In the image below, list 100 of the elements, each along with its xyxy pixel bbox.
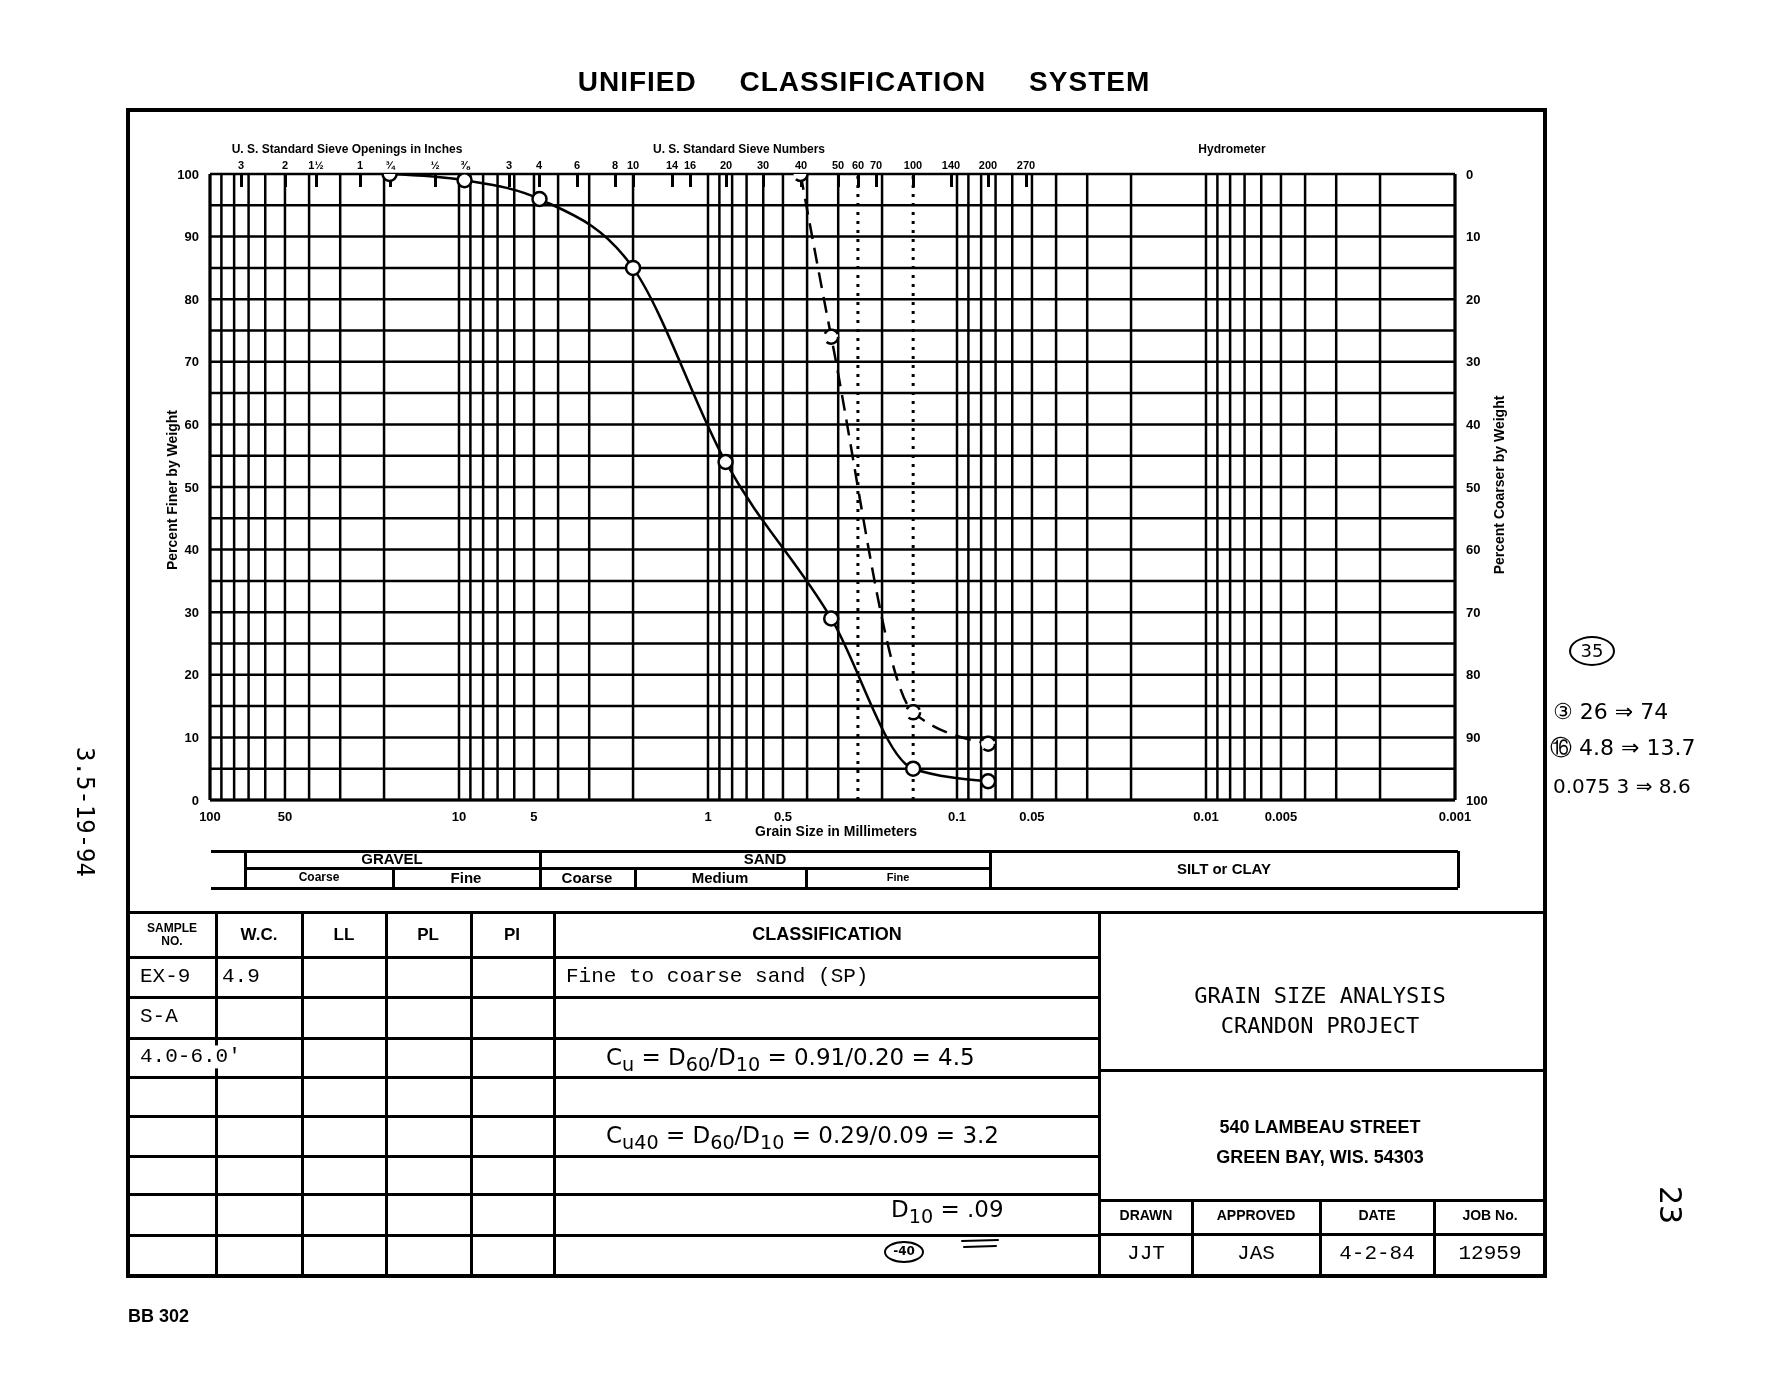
x-tick-label: 0.05 [1019,809,1045,825]
y-tick-label: 20 [184,667,199,683]
text: 35 [1580,640,1604,662]
text: CLASSIFICATION [752,924,902,945]
text: S-A [140,1005,178,1029]
text: JJT [1127,1242,1165,1266]
x-tick-label: 0.005 [1264,809,1298,825]
text: LL [333,924,355,945]
x-tick-label: 100 [199,809,221,825]
text: CRANDON PROJECT [1220,1012,1420,1039]
y2-tick-label: 0 [1466,166,1474,182]
text: D$_{10}$ = .09 [891,1196,1004,1228]
text: 3.5-19-94 [71,746,100,878]
x-tick-label: 10 [451,809,467,825]
y2-tick-label: 10 [1466,229,1481,245]
y-tick-label: 100 [177,166,199,182]
x-tick-label: 0.5 [773,809,792,825]
x-axis-title: Grain Size in Millimeters [755,823,917,840]
text: 4.0-6.0' [140,1045,241,1069]
text: 50 [831,158,845,172]
text: 3 [237,158,245,172]
text: 200 [978,158,998,172]
x-tick-label: 0.001 [1438,809,1472,825]
text: 70 [869,158,883,172]
text: ③ 26 ⇒ 74 [1553,698,1669,725]
text: Coarse [561,868,613,887]
text: 16 [683,158,697,172]
y2-tick-label: 60 [1466,542,1481,558]
text: SAND [743,849,787,868]
text: DATE [1358,1207,1396,1224]
y2-axis-title: Percent Coarser by Weight [1491,395,1508,575]
text: 4.9 [222,965,260,989]
text: 20 [719,158,733,172]
x-tick-label: 0.01 [1193,809,1219,825]
text: 40 [794,158,808,172]
text: 23 [1652,1185,1688,1225]
text: 2 [281,158,289,172]
y2-tick-label: 50 [1466,479,1481,495]
y2-tick-label: 30 [1466,354,1481,370]
text: -40 [893,1244,915,1259]
text: 14 [665,158,679,172]
text: 12959 [1458,1242,1522,1266]
text: JOB No. [1462,1207,1518,1224]
text: C$_{u40}$ = D$_{60}$/D$_{10}$ = 0.29/0.09 = 3.2 [606,1122,999,1154]
text: Medium [691,868,749,887]
y-tick-label: 10 [184,730,199,746]
y-tick-label: 40 [184,542,199,558]
text: 3 [505,158,513,172]
text: C$_{u}$ = D$_{60}$/D$_{10}$ = 0.91/0.20 = 4.5 [606,1044,975,1076]
text: 6 [573,158,581,172]
text: 8 [611,158,619,172]
y2-tick-label: 80 [1466,667,1481,683]
x-tick-label: 5 [530,809,538,825]
text: 4 [535,158,543,172]
text: 270 [1016,158,1036,172]
text: BB 302 [128,1306,190,1327]
text: 4-2-84 [1339,1242,1415,1266]
text: GREEN BAY, WIS. 54303 [1216,1147,1424,1168]
text: W.C. [240,924,278,945]
y-tick-label: 90 [184,229,199,245]
text: GRAIN SIZE ANALYSIS [1194,982,1446,1009]
y2-tick-label: 70 [1466,604,1481,620]
text: 0.075 3 ⇒ 8.6 [1553,774,1691,798]
text: DRAWN [1119,1207,1173,1224]
text: Coarse [298,870,340,885]
text: U. S. Standard Sieve Openings in Inches [231,142,463,157]
text: ¾ [385,158,395,172]
text: Hydrometer [1198,142,1266,157]
text: ⅜ [460,158,470,172]
text: JAS [1237,1242,1275,1266]
text: ⑯ 4.8 ⇒ 13.7 [1550,734,1696,761]
text: U. S. Standard Sieve Numbers [652,142,826,157]
text: SAMPLE NO. [146,920,198,949]
y2-tick-label: 100 [1466,792,1488,808]
text: PI [503,924,521,945]
y-tick-label: 30 [184,604,199,620]
x-tick-label: 50 [277,809,293,825]
y2-tick-label: 20 [1466,291,1481,307]
y2-tick-label: 40 [1466,417,1481,433]
text: ½ [430,158,440,172]
x-tick-label: 1 [704,809,712,825]
text: Fine [886,870,910,884]
y-tick-label: 80 [184,291,199,307]
text: 10 [626,158,640,172]
text: 540 LAMBEAU STREET [1219,1117,1421,1138]
text: 100 [903,158,923,172]
y-axis-title: Percent Finer by Weight [164,410,181,570]
text: 1 [356,158,364,172]
y-tick-label: 50 [184,479,199,495]
text: PL [417,924,439,945]
y-tick-label: 60 [184,417,199,433]
x-tick-label: 0.1 [947,809,967,825]
text: 1½ [308,158,324,172]
text: APPROVED [1216,1207,1296,1224]
text: Fine to coarse sand (SP) [566,965,869,989]
text: EX-9 [140,965,191,989]
text: SILT or CLAY [1176,859,1272,878]
text: GRAVEL [361,849,423,868]
text: 60 [851,158,865,172]
y-tick-label: 0 [191,792,199,808]
